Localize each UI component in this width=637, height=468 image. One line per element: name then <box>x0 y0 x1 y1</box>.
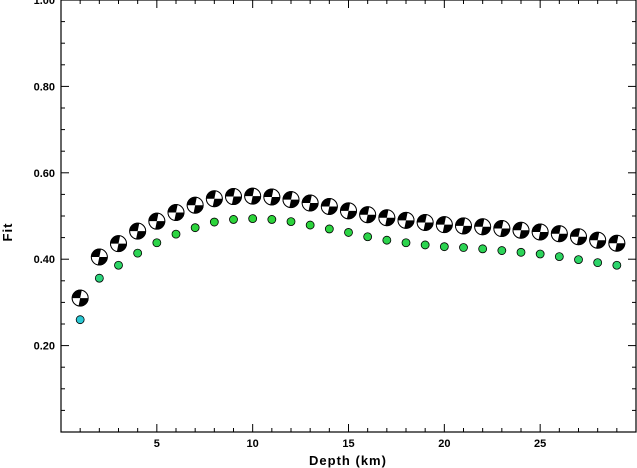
fit-point <box>171 229 181 239</box>
fit-point <box>516 247 526 257</box>
fit-point <box>420 240 430 250</box>
focal-mechanism-marker <box>90 248 108 266</box>
focal-mechanism-marker <box>205 190 223 208</box>
fit-point <box>248 214 258 223</box>
x-tick-label: 10 <box>247 438 259 450</box>
focal-mechanism-marker <box>378 209 396 227</box>
fit-point <box>574 255 583 265</box>
focal-mechanism-marker <box>167 204 185 222</box>
fit-point <box>190 223 200 233</box>
fit-point <box>209 217 219 227</box>
focal-mechanism-marker <box>148 212 166 230</box>
x-tick-label: 5 <box>154 438 160 450</box>
focal-mechanism-marker <box>244 187 262 205</box>
fit-point <box>75 315 85 325</box>
focal-mechanism-marker <box>186 196 204 214</box>
y-tick-label: 0.20 <box>34 341 55 353</box>
x-axis-label: Depth (km) <box>309 453 387 468</box>
focal-mechanism-marker <box>397 211 415 229</box>
y-axis-label: Fit <box>0 223 15 242</box>
focal-mechanism-marker <box>110 235 127 253</box>
x-tick-label: 15 <box>342 438 354 450</box>
y-tick-label: 0.60 <box>34 168 55 180</box>
focal-mechanism-marker <box>225 188 242 206</box>
fit-point <box>497 246 507 255</box>
fit-point <box>459 243 468 252</box>
fit-point <box>133 248 143 258</box>
fit-point <box>286 217 296 227</box>
fit-point <box>439 242 449 252</box>
fit-point <box>382 235 392 245</box>
fit-point <box>478 244 488 254</box>
focal-mechanism-marker <box>474 218 492 236</box>
focal-mechanism-marker <box>340 202 357 220</box>
focal-mechanism-marker <box>435 216 453 234</box>
focal-mechanism-marker <box>282 191 300 209</box>
y-tick-label: 0.80 <box>34 81 55 93</box>
y-tick-label: 0.40 <box>34 254 55 266</box>
focal-mechanism-marker <box>359 206 377 224</box>
fit-point <box>324 224 334 234</box>
fit-point <box>229 215 238 224</box>
x-tick-label: 20 <box>438 438 450 450</box>
fit-point <box>593 258 603 268</box>
fit-point <box>114 260 123 270</box>
focal-mechanism-marker <box>589 231 607 249</box>
focal-mechanism-marker <box>301 194 319 212</box>
focal-mechanism-marker <box>608 234 626 252</box>
fit-point <box>94 273 104 283</box>
fit-point <box>344 228 353 237</box>
focal-mechanism-marker <box>320 197 338 215</box>
fit-point <box>267 215 277 224</box>
fit-point <box>612 260 622 270</box>
focal-mechanism-marker <box>455 217 472 235</box>
fit-point <box>554 252 564 262</box>
fit-point <box>152 238 162 248</box>
focal-mechanism-marker <box>263 188 281 206</box>
focal-mechanism-marker <box>550 225 568 243</box>
focal-mechanism-marker <box>512 221 530 239</box>
x-tick-label: 25 <box>534 438 546 450</box>
fit-point <box>305 220 315 230</box>
fit-point <box>363 232 373 242</box>
focal-mechanism-marker <box>71 289 89 307</box>
y-tick-label: 1.00 <box>34 0 55 7</box>
focal-mechanism-marker <box>129 222 147 240</box>
focal-mechanism-marker <box>493 220 511 238</box>
focal-mechanism-marker <box>531 223 549 241</box>
fit-point <box>535 249 545 259</box>
focal-mechanism-marker <box>416 213 434 231</box>
fit-point <box>401 238 411 248</box>
focal-mechanism-marker <box>570 228 587 246</box>
